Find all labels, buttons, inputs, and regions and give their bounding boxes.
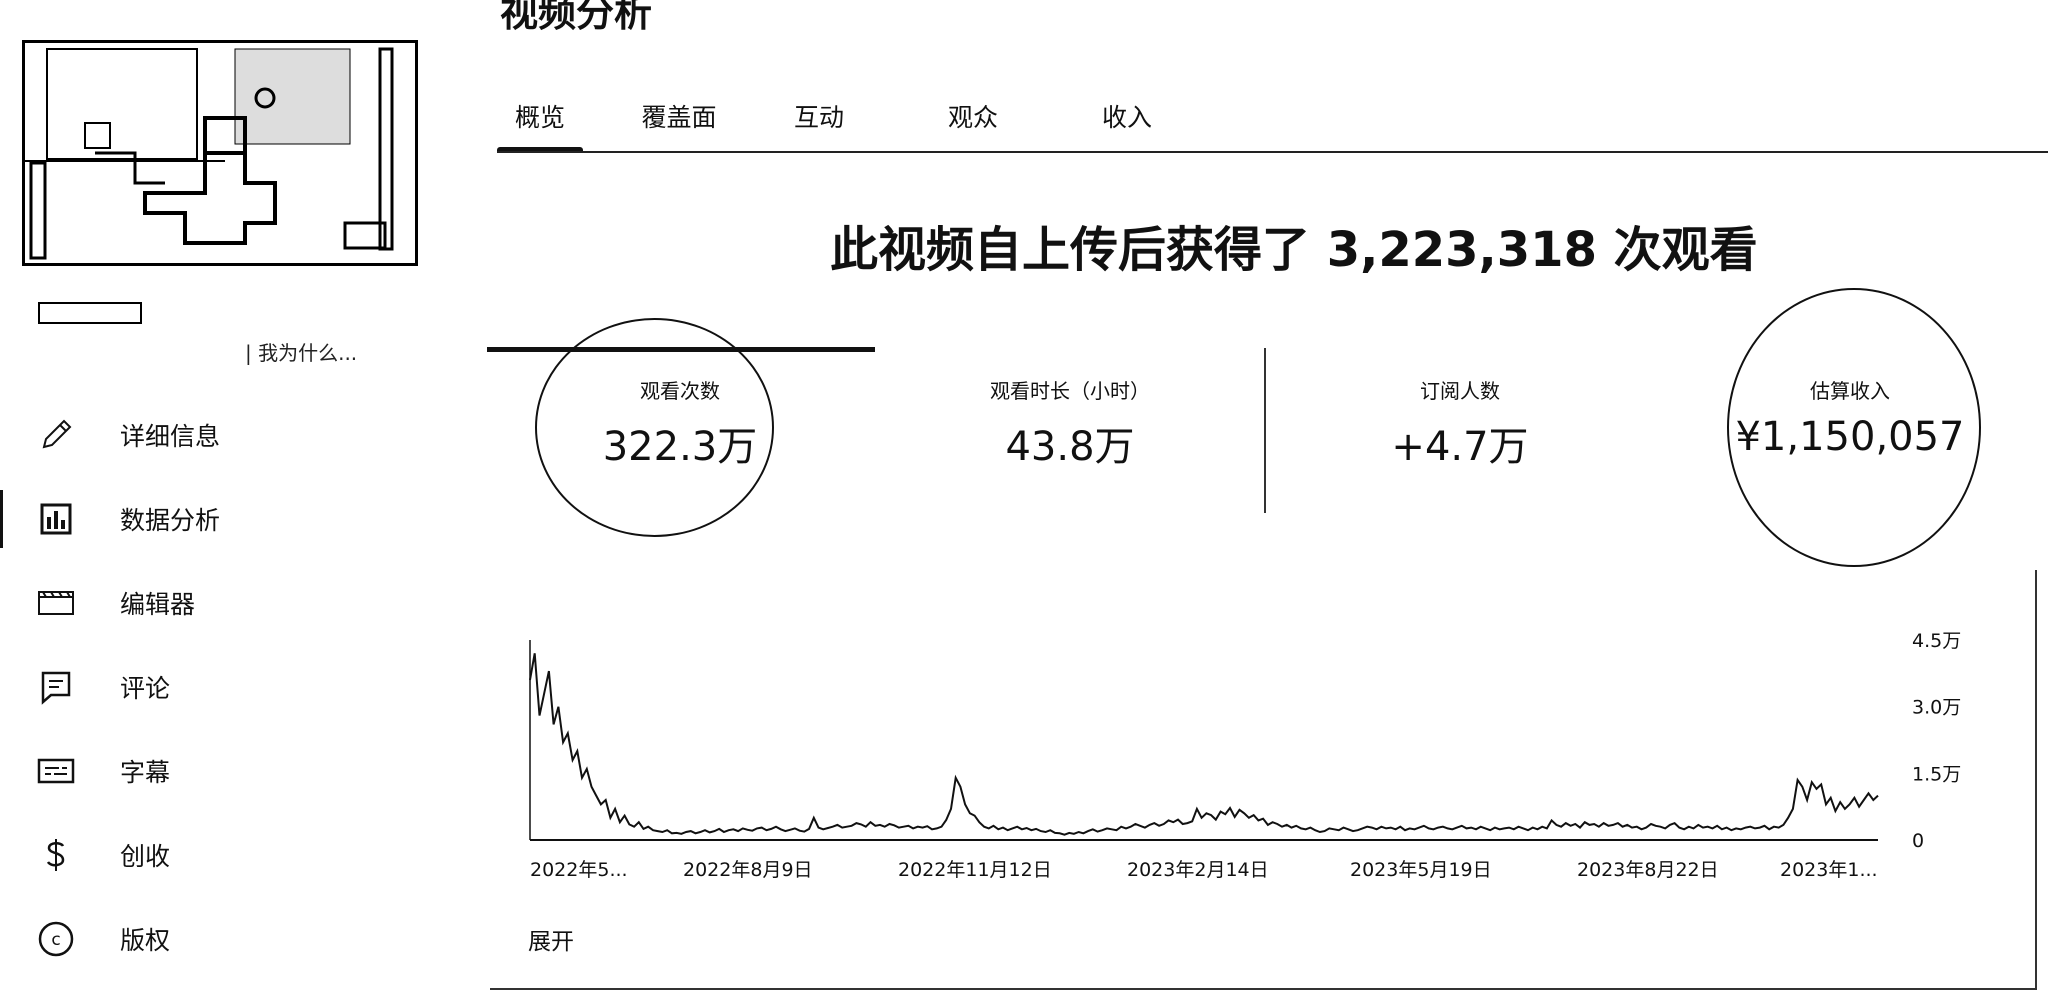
sidebar-item-label: 详细信息: [120, 422, 221, 451]
tab-engagement[interactable]: 互动: [793, 103, 844, 132]
metric-divider: [1264, 348, 1266, 513]
svg-text:c: c: [51, 930, 60, 950]
views-line-chart[interactable]: 4.5万 3.0万 1.5万 0 2022年5... 2022年8月9日 2022年11月…: [520, 620, 1980, 890]
metric-card-watch-time[interactable]: 观看时长（小时） 43.8万: [920, 375, 1220, 490]
y-tick-label: 3.0万: [1912, 697, 1961, 719]
y-tick-labels: 4.5万 3.0万 1.5万 0: [1912, 630, 1961, 852]
card-border: [490, 988, 2035, 990]
video-thumbnail[interactable]: [22, 40, 418, 266]
sidebar-item-label: 字幕: [120, 758, 171, 787]
series-line: [529, 653, 1879, 836]
views-headline: 此视频自上传后获得了 3,223,318 次观看: [830, 222, 1758, 278]
x-tick-label: 2023年5月19日: [1350, 859, 1492, 881]
comment-icon: [28, 667, 84, 707]
sidebar-item-monetization[interactable]: 创收: [0, 820, 470, 890]
tab-overview[interactable]: 概览: [497, 80, 583, 152]
x-tick-label: 2023年2月14日: [1127, 859, 1269, 881]
expand-link[interactable]: 展开: [528, 929, 574, 955]
tab-revenue[interactable]: 收入: [1101, 103, 1152, 132]
metric-card-subscribers[interactable]: 订阅人数 +4.7万: [1310, 375, 1610, 490]
tab-bar: 概览 覆盖面 互动 观众 收入: [497, 80, 1165, 152]
y-tick-label: 1.5万: [1912, 763, 1961, 785]
x-tick-labels: 2022年5... 2022年8月9日 2022年11月12日 2023年2月14日 2…: [530, 859, 1878, 881]
highlight-circle: [535, 318, 774, 537]
tab-reach[interactable]: 覆盖面: [641, 103, 717, 132]
sidebar-item-comments[interactable]: 评论: [0, 652, 470, 722]
x-tick-label: 2022年11月12日: [898, 859, 1052, 881]
video-title-snippet: | 我为什么...: [245, 341, 358, 365]
highlight-circle: [1727, 288, 1981, 567]
tab-audience[interactable]: 观众: [947, 103, 998, 132]
sidebar-item-copyright[interactable]: c 版权: [0, 904, 470, 974]
sidebar-item-label: 版权: [120, 926, 171, 955]
sidebar-item-subtitles[interactable]: 字幕: [0, 736, 470, 806]
sidebar-item-label: 数据分析: [120, 506, 221, 535]
y-tick-label: 4.5万: [1912, 630, 1961, 652]
sidebar-item-label: 创收: [120, 842, 171, 871]
sidebar-item-label: 评论: [120, 674, 171, 703]
subtitles-icon: [28, 751, 84, 791]
clapperboard-icon: [28, 583, 84, 623]
tab-divider: [497, 151, 2048, 153]
y-tick-label: 0: [1912, 830, 1924, 852]
dollar-icon: [28, 835, 84, 875]
sidebar-item-label: 编辑器: [120, 590, 196, 619]
sidebar-item-analytics[interactable]: 数据分析: [0, 484, 470, 554]
x-tick-label: 2023年8月22日: [1577, 859, 1719, 881]
channel-badge: [38, 302, 142, 324]
sidebar-item-editor[interactable]: 编辑器: [0, 568, 470, 638]
copyright-icon: c: [28, 919, 84, 959]
x-tick-label: 2023年1...: [1780, 859, 1878, 881]
metric-label: 观看时长（小时）: [990, 379, 1150, 403]
metric-value: +4.7万: [1391, 424, 1529, 470]
card-border: [2035, 570, 2037, 990]
page-title: 视频分析: [500, 0, 653, 35]
metric-label: 订阅人数: [1420, 379, 1500, 403]
pencil-icon: [28, 415, 84, 455]
x-tick-label: 2022年8月9日: [683, 859, 813, 881]
metric-value: 43.8万: [1005, 424, 1135, 470]
x-tick-label: 2022年5...: [530, 859, 628, 881]
sidebar-item-details[interactable]: 详细信息: [0, 400, 470, 470]
thumbnail-image: [25, 43, 415, 263]
analytics-icon: [28, 499, 84, 539]
